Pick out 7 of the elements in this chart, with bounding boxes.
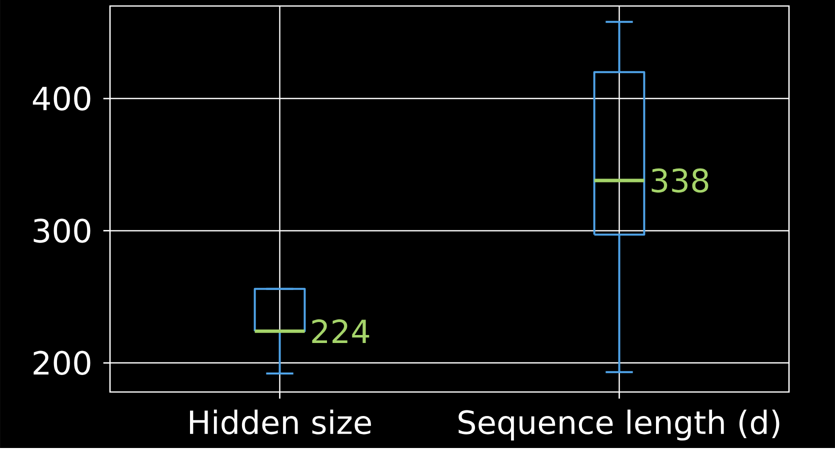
y-tick-label: 300: [34, 218, 90, 243]
y-tick-label: 400: [32, 86, 90, 111]
x-tick-label: Hidden size: [190, 409, 371, 434]
annotation: 224: [312, 319, 370, 343]
x-tick-label: Sequence length (d): [458, 409, 780, 440]
annotation: 338: [652, 168, 708, 192]
y-tick-label: 200: [34, 350, 90, 375]
